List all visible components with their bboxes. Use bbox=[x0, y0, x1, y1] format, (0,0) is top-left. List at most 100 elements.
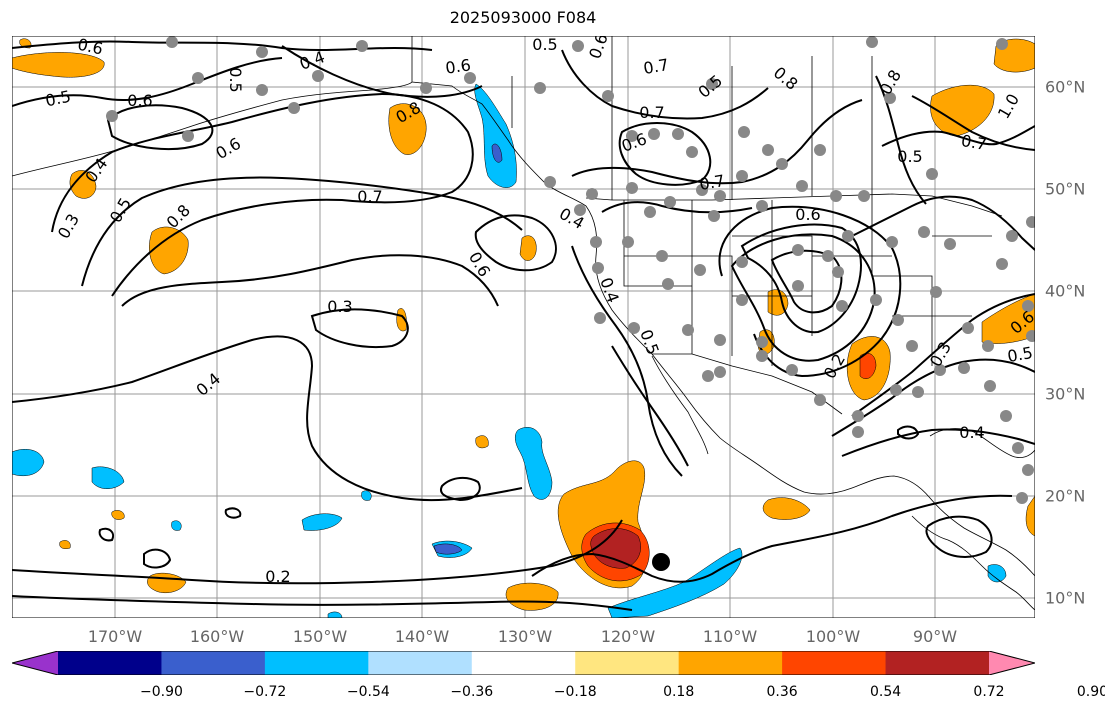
contour-line bbox=[897, 425, 920, 440]
lat-label: 60°N bbox=[1045, 77, 1086, 97]
lon-label: 110°W bbox=[702, 627, 758, 646]
station-markers bbox=[106, 36, 1035, 504]
contour-line bbox=[121, 254, 499, 307]
storm-center-marker bbox=[652, 553, 670, 571]
contour-line bbox=[618, 122, 712, 186]
shade-very-high bbox=[590, 528, 641, 569]
shade-positive bbox=[111, 510, 125, 520]
shade-negative bbox=[474, 83, 517, 188]
contour-label: 0.6 bbox=[444, 55, 472, 77]
colorbar bbox=[12, 651, 1035, 675]
contour-line bbox=[51, 92, 474, 297]
shade-positive bbox=[59, 540, 71, 549]
colorbar-segment bbox=[58, 651, 162, 675]
filled-contours bbox=[12, 38, 1035, 618]
colorbar-tick-label: −0.36 bbox=[450, 684, 494, 700]
colorbar-segment bbox=[264, 651, 369, 675]
colorbar-tick-label: −0.54 bbox=[346, 684, 390, 700]
lat-label: 10°N bbox=[1045, 588, 1086, 608]
colorbar-segment bbox=[575, 651, 680, 675]
contour-line bbox=[875, 75, 927, 205]
contour-line bbox=[851, 293, 1035, 417]
shade-positive bbox=[519, 235, 537, 261]
shade-moderate-negative bbox=[433, 543, 463, 555]
lon-label: 140°W bbox=[394, 627, 450, 646]
contour-line bbox=[851, 195, 1035, 251]
lon-label: 90°W bbox=[912, 627, 958, 646]
shade-positive bbox=[388, 103, 427, 155]
colorbar-tick-label: 0.54 bbox=[869, 684, 902, 700]
shade-positive bbox=[69, 170, 97, 199]
map-panel: 0.6 0.4 0.5 0.6 0.5 0.6 0.8 0.6 0.4 0.3 … bbox=[12, 36, 1035, 618]
contour-line bbox=[770, 249, 843, 314]
shade-positive bbox=[12, 52, 105, 78]
contour-line bbox=[12, 595, 633, 611]
colorbar-segment bbox=[368, 651, 473, 675]
colorbar-tick-label: 0.18 bbox=[663, 684, 695, 700]
shade-negative bbox=[327, 611, 343, 618]
shade-positive bbox=[1025, 495, 1035, 537]
contour-line bbox=[841, 428, 1035, 457]
shade-negative bbox=[515, 427, 553, 500]
contour-line bbox=[12, 335, 523, 502]
contour-label: 0.5 bbox=[1006, 343, 1034, 366]
contour-label: 0.3 bbox=[327, 297, 352, 316]
contour-label: 0.6 bbox=[127, 91, 152, 110]
north-america-coast bbox=[411, 36, 1035, 577]
contour-line bbox=[571, 245, 683, 477]
contour-line bbox=[730, 233, 876, 362]
contour-line bbox=[561, 49, 769, 120]
shade-negative bbox=[607, 547, 743, 618]
contour-line bbox=[98, 527, 114, 542]
contour-label: 0.7 bbox=[639, 103, 664, 122]
contour-label: 0.6 bbox=[76, 36, 105, 58]
lat-label: 30°N bbox=[1045, 384, 1086, 404]
lon-label: 160°W bbox=[189, 627, 245, 646]
shade-negative bbox=[12, 449, 45, 477]
contour-lines bbox=[12, 40, 1035, 611]
map-background bbox=[12, 36, 1035, 618]
shade-negative bbox=[987, 564, 1007, 583]
colorbar-segment bbox=[885, 651, 990, 675]
shade-positive bbox=[762, 497, 811, 520]
lat-label: 20°N bbox=[1045, 486, 1086, 506]
contour-line bbox=[106, 104, 214, 150]
contour-line bbox=[718, 205, 902, 378]
colorbar-segment bbox=[678, 651, 783, 675]
contour-line bbox=[474, 214, 557, 272]
contour-line bbox=[611, 345, 689, 467]
lat-label: 50°N bbox=[1045, 179, 1086, 199]
lon-label: 100°W bbox=[805, 627, 861, 646]
contour-line bbox=[571, 99, 863, 185]
contour-label: 0.7 bbox=[642, 55, 670, 78]
contour-line bbox=[925, 515, 993, 558]
shade-negative bbox=[91, 466, 125, 489]
contour-label: 0.6 bbox=[795, 205, 820, 224]
colorbar-tick-label: −0.90 bbox=[139, 684, 183, 700]
contour-label: 0.5 bbox=[44, 87, 73, 111]
contour-line bbox=[310, 308, 409, 349]
colorbar-tick-label: 0.36 bbox=[766, 684, 798, 700]
colorbar-tick-label: 0.90 bbox=[1076, 684, 1105, 700]
colorbar-segment bbox=[782, 651, 887, 675]
colorbar-extend-max bbox=[989, 651, 1035, 675]
contour-line bbox=[601, 201, 753, 214]
shade-positive bbox=[396, 308, 407, 332]
shade-positive bbox=[930, 84, 995, 137]
contour-label: 0.5 bbox=[532, 36, 557, 54]
lon-label: 120°W bbox=[600, 627, 656, 646]
shade-moderate-negative bbox=[491, 143, 503, 163]
shade-negative bbox=[171, 520, 182, 531]
shade-positive bbox=[149, 226, 189, 275]
shade-positive bbox=[475, 435, 489, 449]
contour-line bbox=[911, 95, 1035, 151]
contour-line bbox=[81, 176, 523, 287]
us-canada-border bbox=[585, 193, 1003, 217]
contour-label: 0.2 bbox=[265, 567, 290, 586]
contour-line bbox=[531, 494, 1013, 583]
lon-label: 130°W bbox=[497, 627, 553, 646]
lon-label: 150°W bbox=[292, 627, 348, 646]
colorbar-segment bbox=[161, 651, 266, 675]
lon-label: 170°W bbox=[87, 627, 143, 646]
state-borders bbox=[623, 196, 992, 366]
